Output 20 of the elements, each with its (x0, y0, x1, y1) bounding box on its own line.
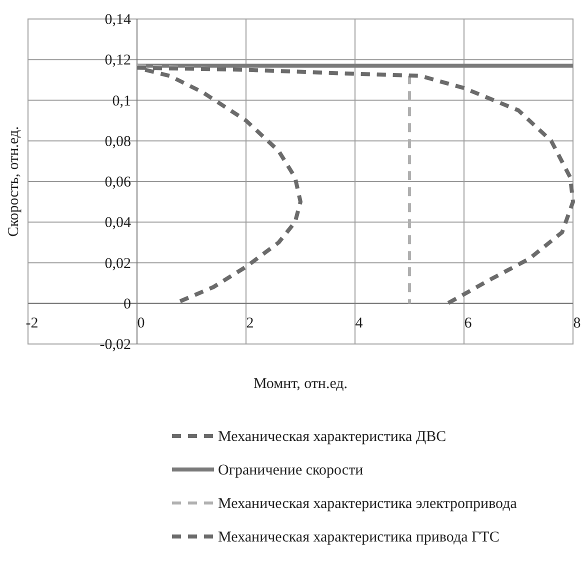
y-tick-label: 0,1 (112, 93, 131, 110)
x-tick-label: 4 (355, 315, 364, 332)
x-tick-label: 8 (573, 315, 581, 332)
x-tick-label: 6 (464, 315, 472, 332)
x-tick-label: 0 (137, 315, 145, 332)
x-tick-label: -2 (26, 315, 38, 332)
y-tick-label: 0,04 (104, 215, 132, 232)
x-tick-label: 2 (246, 315, 254, 332)
y-tick-label: 0,14 (104, 12, 132, 28)
y-tick-label: 0,02 (104, 256, 131, 272)
y-tick-label: -0,02 (100, 337, 131, 353)
x-axis-title: Момнт, отн.ед. (253, 376, 348, 392)
legend-label: Ограничение скорости (218, 462, 364, 478)
legend-label: Механическая характеристика электропривода (218, 496, 518, 512)
y-tick-label: 0,08 (104, 134, 131, 150)
y-axis-title: Скорость, отн.ед. (6, 126, 22, 237)
legend-label: Механическая характеристика привода ГТС (218, 530, 500, 546)
y-tick-label: 0,12 (104, 52, 131, 69)
y-tick-label: 0,06 (104, 174, 132, 190)
legend-label: Механическая характеристика ДВС (218, 429, 446, 445)
